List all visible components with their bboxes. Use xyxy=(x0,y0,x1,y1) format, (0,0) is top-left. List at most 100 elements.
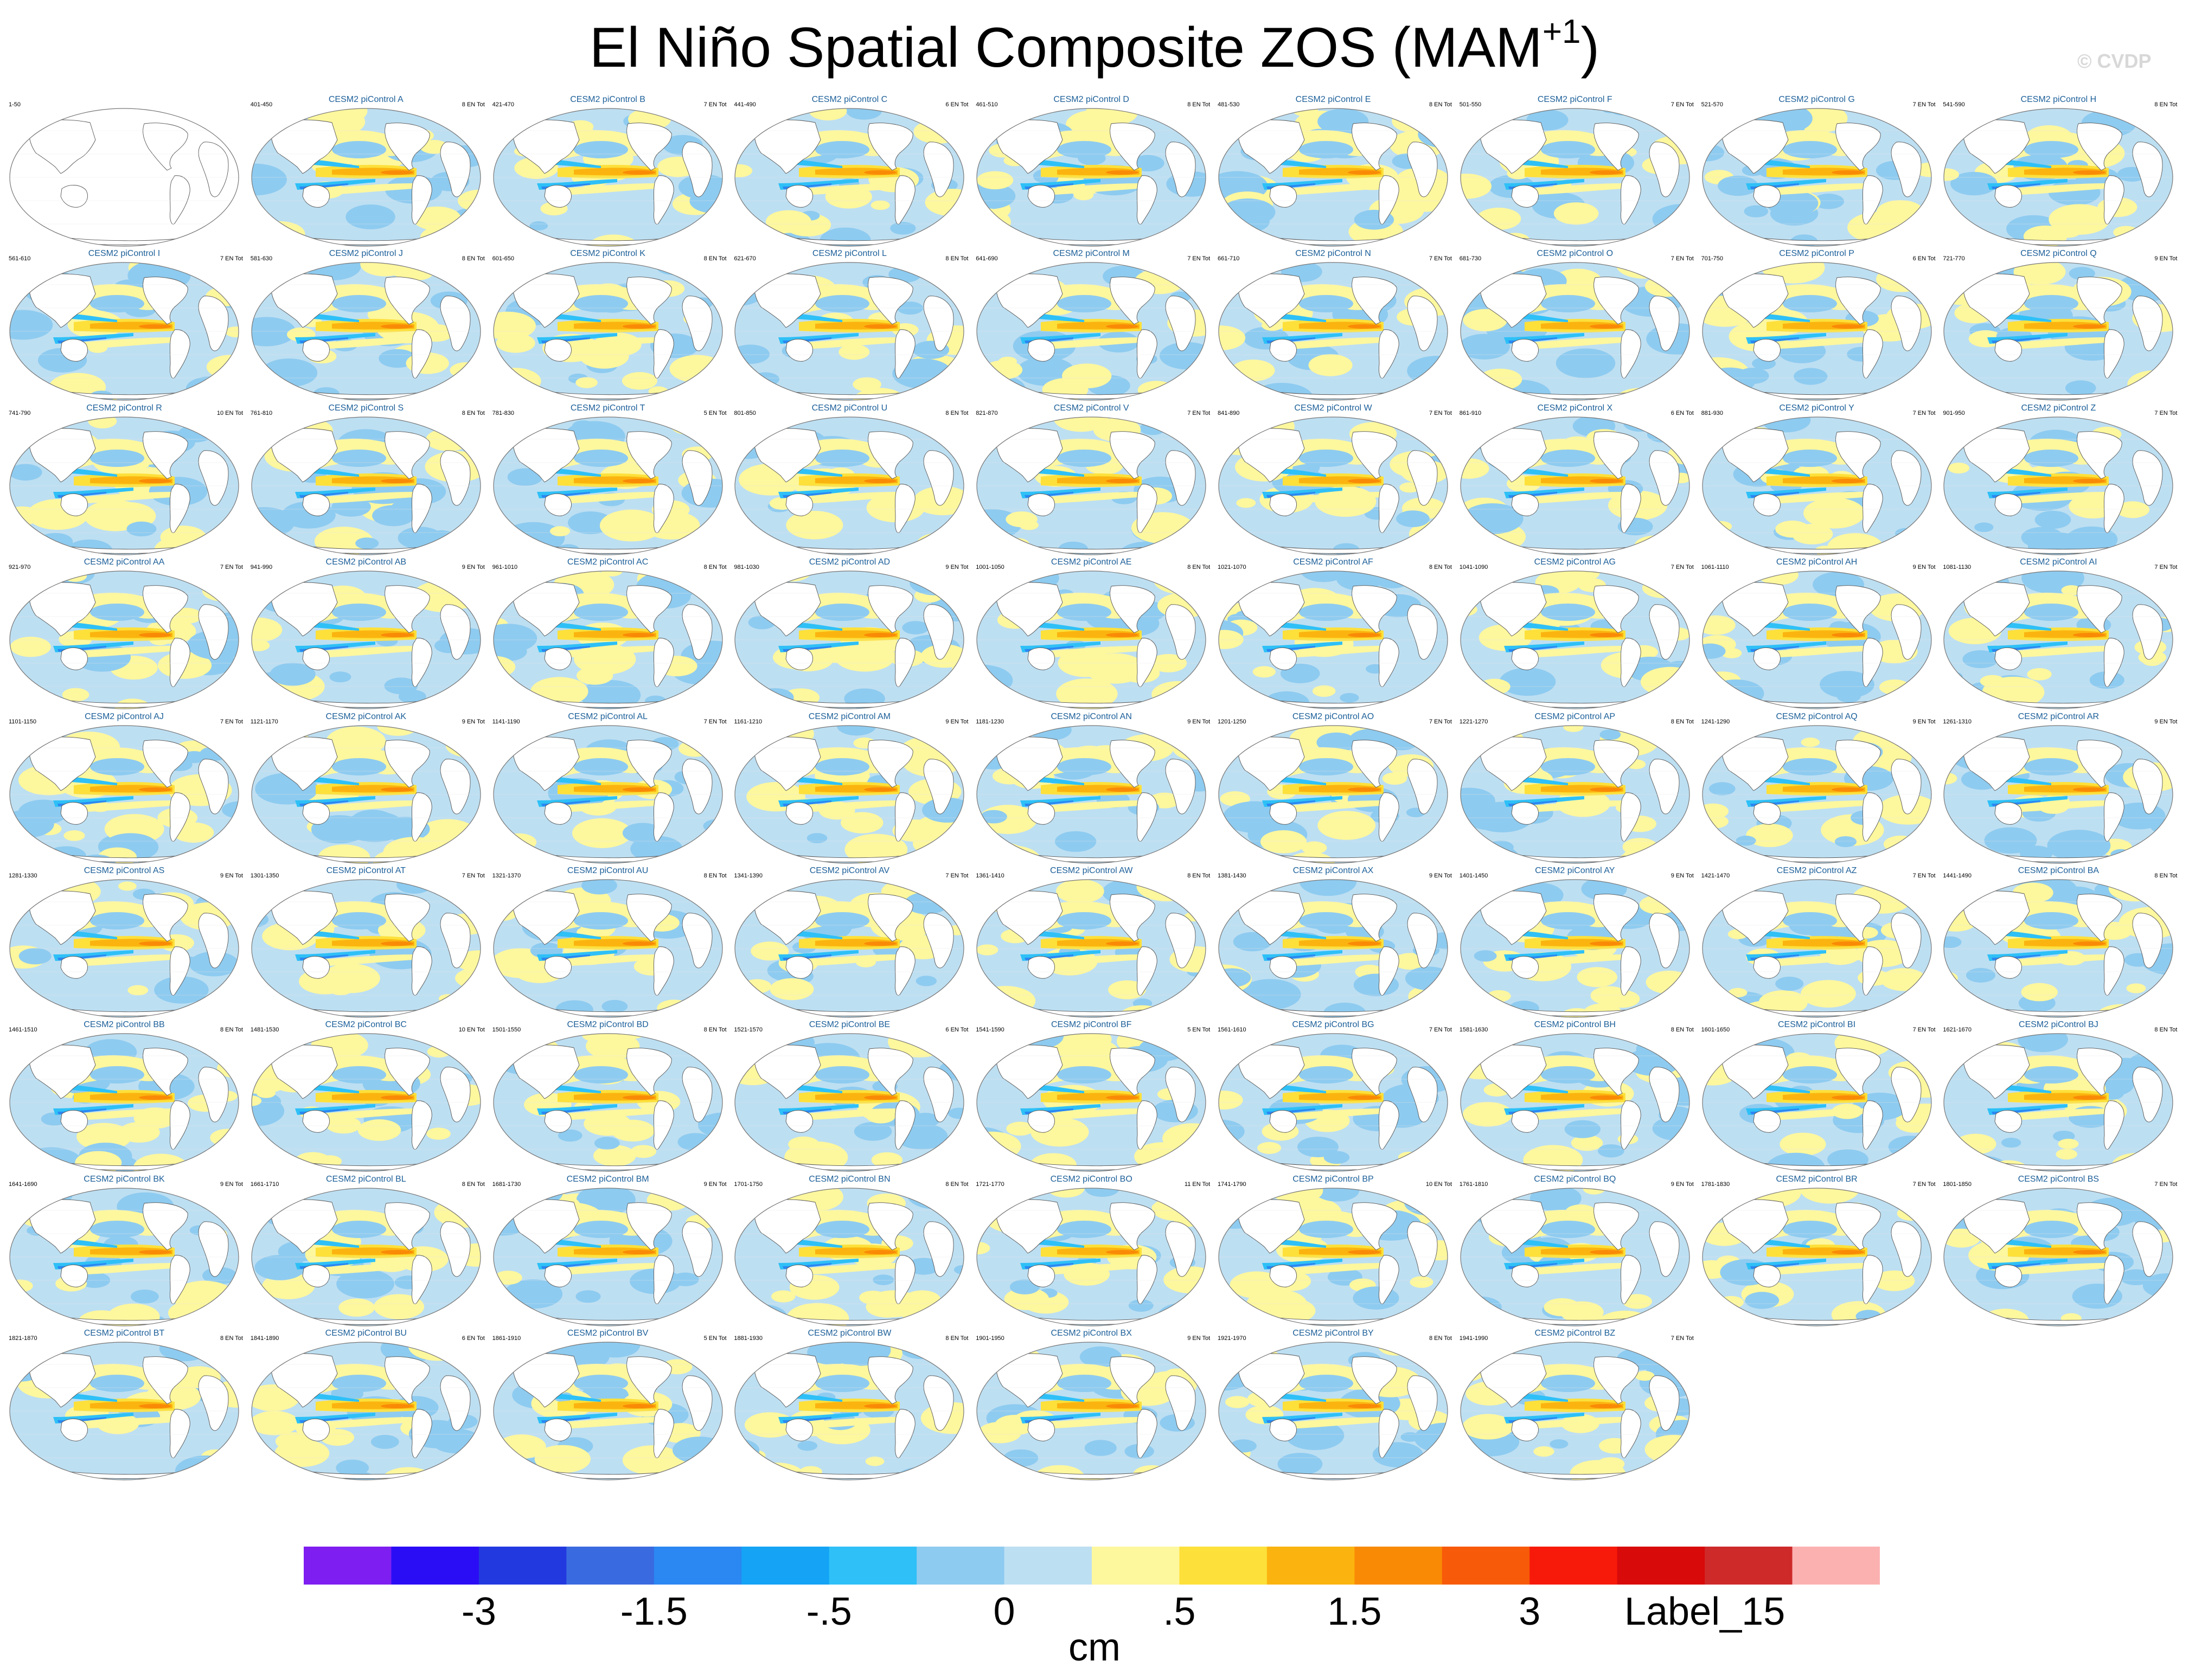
panel-year-range: 481-530 xyxy=(1218,101,1240,108)
equatorial-max xyxy=(1106,324,1139,329)
landmass xyxy=(895,1255,916,1304)
map-plot xyxy=(251,416,481,555)
anomaly-patch xyxy=(1656,1457,1689,1480)
map-border xyxy=(9,879,239,1018)
map-plot xyxy=(251,724,481,864)
panel-year-range: 1461-1510 xyxy=(9,1027,37,1034)
panel-title: CESM2 piControl BC xyxy=(325,1020,407,1030)
landmass xyxy=(2133,296,2163,351)
landmass xyxy=(1593,894,1639,942)
anomaly-patch xyxy=(1191,416,1206,429)
panel-title: CESM2 piControl BL xyxy=(325,1174,406,1184)
map-border xyxy=(976,879,1206,1018)
landmass xyxy=(1511,1419,1539,1441)
map-plot xyxy=(9,108,239,247)
anomaly-patch xyxy=(873,1274,894,1285)
landmass xyxy=(924,1221,954,1277)
landmass xyxy=(544,801,572,825)
landmass xyxy=(1352,123,1397,171)
landmass xyxy=(924,604,954,660)
south-pacific-positive xyxy=(74,646,171,658)
north-pacific-negative xyxy=(2024,604,2079,621)
panel-title: CESM2 piControl BY xyxy=(1292,1329,1374,1338)
panel-year-range: 1521-1570 xyxy=(734,1027,763,1034)
landmass xyxy=(512,736,580,791)
map-plot xyxy=(734,108,964,247)
equatorial-max xyxy=(864,1404,897,1409)
landmass xyxy=(544,185,572,208)
landmass xyxy=(653,484,674,533)
map-panel: CESM2 piControl AR 1261-1310 9 EN Tot xyxy=(1937,711,2179,868)
anomaly-patch xyxy=(669,1034,694,1046)
anomaly-patch xyxy=(1478,369,1522,391)
anomaly-patch xyxy=(493,725,540,744)
landmass xyxy=(1862,484,1883,533)
landmass xyxy=(198,450,229,506)
anomaly-patch xyxy=(977,288,989,300)
map-panel: CESM2 piControl BW 1881-1930 8 EN Tot xyxy=(728,1328,970,1484)
landmass xyxy=(198,1221,229,1277)
anomaly-patch xyxy=(1911,831,1931,850)
map-panel: CESM2 piControl AA 921-970 7 EN Tot xyxy=(3,557,245,713)
title-text: El Niño Spatial Composite ZOS (MAM xyxy=(589,16,1542,79)
landmass xyxy=(1407,913,1438,969)
north-pacific-negative xyxy=(1299,449,1353,467)
equatorial-max xyxy=(380,633,413,638)
landmass xyxy=(1238,1353,1305,1408)
anomaly-patch xyxy=(1966,967,1996,983)
anomaly-patch xyxy=(373,1294,424,1319)
map-border xyxy=(734,570,964,709)
panel-year-range: 501-550 xyxy=(1459,101,1482,108)
anomaly-patch xyxy=(1702,1143,1727,1157)
panel-year-range: 1081-1130 xyxy=(1943,564,1972,571)
map-panel: CESM2 piControl BO 1721-1770 11 EN Tot xyxy=(970,1174,1212,1330)
landmass xyxy=(924,296,954,351)
landmass xyxy=(682,759,713,814)
anomaly-patch xyxy=(1702,534,1743,555)
panel-title: CESM2 piControl B xyxy=(570,95,645,104)
landmass xyxy=(754,428,821,483)
anomaly-patch xyxy=(63,830,85,841)
colorbar-box xyxy=(1266,1547,1355,1585)
map-panel: CESM2 piControl AO 1201-1250 7 EN Tot xyxy=(1212,711,1454,868)
map-panel: CESM2 piControl BZ 1941-1990 7 EN Tot xyxy=(1454,1328,1696,1484)
panel-event-count: 7 EN Tot xyxy=(1429,1027,1452,1034)
map-panel: CESM2 piControl BJ 1621-1670 8 EN Tot xyxy=(1937,1019,2179,1176)
anomaly-patch xyxy=(977,433,997,448)
landmass xyxy=(143,894,188,942)
anomaly-patch xyxy=(1317,810,1376,840)
anomaly-patch xyxy=(735,726,745,735)
map-plot xyxy=(1943,724,2173,864)
anomaly-patch xyxy=(936,262,964,277)
anomaly-patch xyxy=(622,372,657,390)
anomaly-patch xyxy=(1140,422,1166,435)
landmass xyxy=(2104,946,2124,996)
anomaly-patch xyxy=(494,108,519,118)
landmass xyxy=(895,792,916,842)
landmass xyxy=(170,484,190,533)
panel-year-range: 1881-1930 xyxy=(734,1335,763,1342)
landmass xyxy=(2133,1221,2163,1277)
landmass xyxy=(1027,185,1055,208)
landmass xyxy=(996,582,1063,637)
landmass xyxy=(682,1221,713,1277)
map-plot xyxy=(1460,724,1690,864)
landmass xyxy=(384,1356,430,1405)
anomaly-patch xyxy=(450,362,481,379)
map-plot xyxy=(492,1033,723,1172)
anomaly-patch xyxy=(599,509,663,542)
panel-year-range: 1641-1690 xyxy=(9,1181,37,1188)
panel-title: CESM2 piControl Y xyxy=(1779,403,1854,413)
equatorial-max xyxy=(380,1404,413,1409)
anomaly-patch xyxy=(1382,772,1407,785)
anomaly-patch xyxy=(1779,1133,1826,1156)
landmass xyxy=(868,894,913,942)
panel-event-count: 9 EN Tot xyxy=(462,718,485,725)
panel-title: CESM2 piControl AY xyxy=(1535,866,1615,875)
panel-event-count: 8 EN Tot xyxy=(945,1181,969,1188)
anomaly-patch xyxy=(977,725,1000,742)
panel-title: CESM2 piControl U xyxy=(811,403,888,413)
panel-event-count: 8 EN Tot xyxy=(945,255,969,262)
map-border xyxy=(1701,262,1932,401)
landmass xyxy=(785,339,814,362)
